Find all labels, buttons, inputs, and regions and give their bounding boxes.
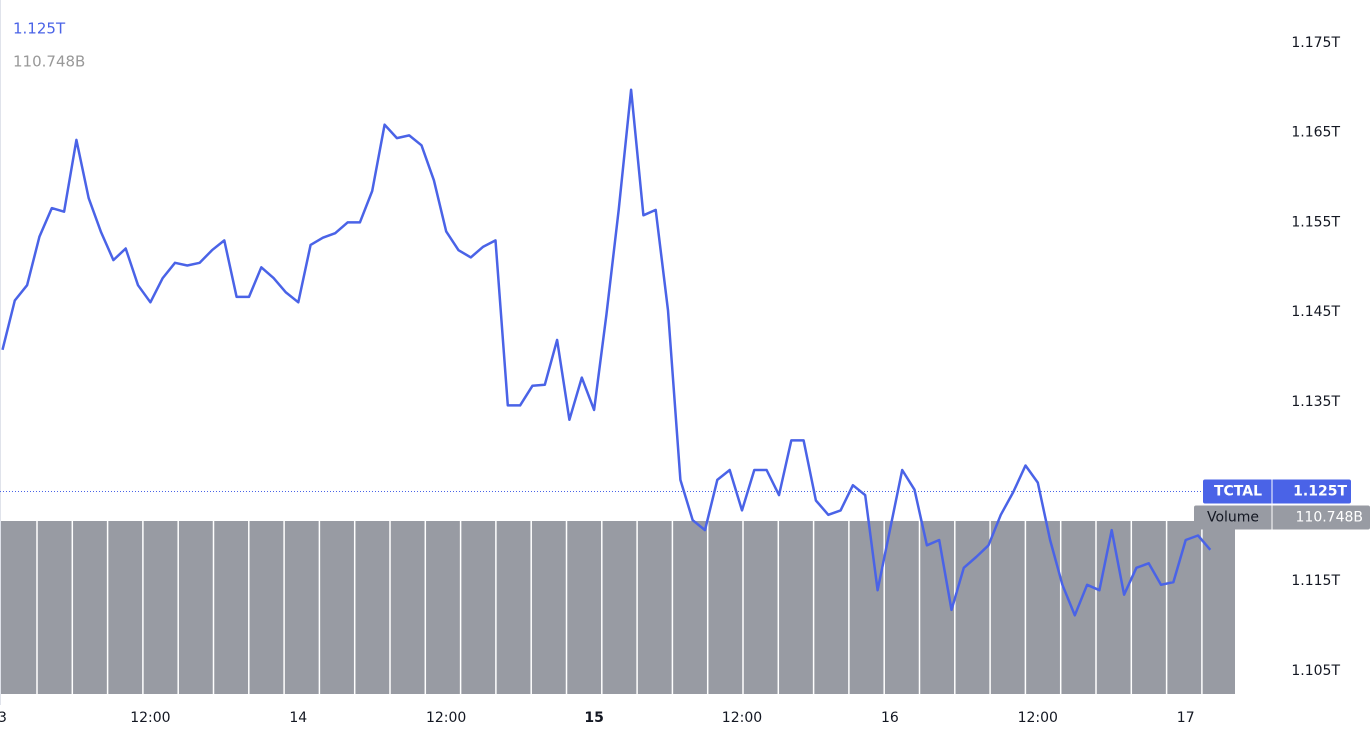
y-tick-label: 1.155T [1291, 214, 1340, 230]
y-tick-label: 1.165T [1291, 125, 1340, 141]
y-tick-label: 1.135T [1291, 394, 1340, 410]
volume-tag-value: 110.748B [1296, 510, 1364, 526]
volume-tag [1194, 505, 1370, 530]
x-tick-label: 16 [881, 710, 899, 726]
x-tick-label: 12:00 [130, 710, 170, 726]
price-tag-name: TCTAL [1214, 484, 1262, 500]
volume-tag-name: Volume [1207, 510, 1259, 526]
x-tick-label: 12:00 [426, 710, 466, 726]
price-line [1, 88, 1212, 617]
volume-area [1, 521, 1235, 694]
y-tick-label: 1.175T [1291, 35, 1340, 51]
x-tick-label: 15 [584, 710, 603, 726]
y-tick-label: 1.105T [1291, 663, 1340, 679]
header-price: 1.125T [13, 20, 66, 38]
header-volume: 110.748B [13, 53, 85, 71]
x-tick-label: 17 [1177, 710, 1195, 726]
x-tick-label: 14 [289, 710, 307, 726]
x-tick-label: 3 [0, 710, 7, 726]
price-tag-value: 1.125T [1293, 484, 1347, 500]
x-tick-label: 12:00 [1018, 710, 1058, 726]
price-tag [1203, 479, 1351, 504]
y-tick-label: 1.145T [1291, 304, 1340, 320]
y-tick-label: 1.115T [1291, 573, 1340, 589]
plot [1, 88, 1212, 617]
x-tick-label: 12:00 [722, 710, 762, 726]
volume-pane [1, 521, 1235, 694]
